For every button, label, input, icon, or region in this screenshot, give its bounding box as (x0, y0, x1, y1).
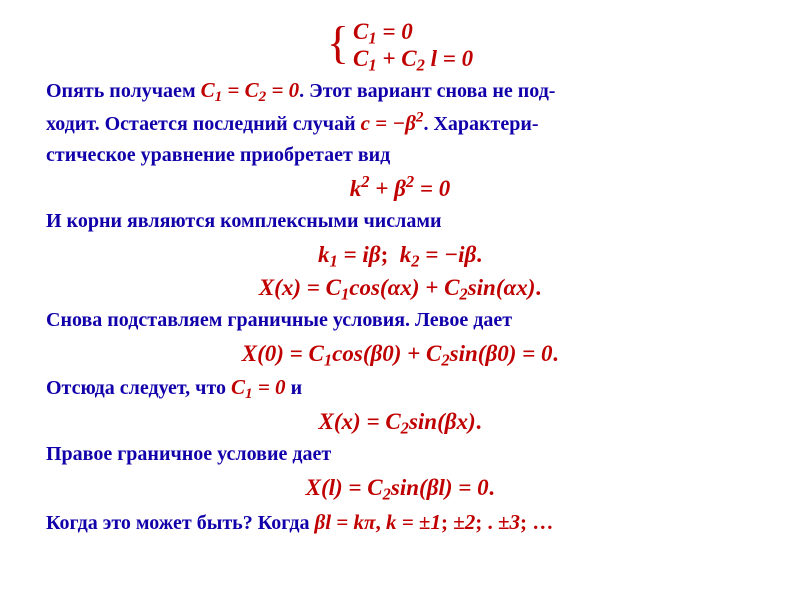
paragraph-3: стическое уравнение приобретает вид (46, 140, 754, 171)
equation: βl = kπ, k = ±1; ±2; . ±3; … (314, 510, 553, 534)
paragraph-7: Правое граничное условие дает (46, 439, 754, 470)
paragraph-2: ходит. Остается последний случай c = −β2… (46, 107, 754, 140)
equation: C1 = 0 (231, 375, 286, 399)
text: стическое уравнение приобретает вид (46, 144, 390, 166)
left-brace-icon: { (327, 20, 349, 66)
equation: C1 = C2 = 0 (201, 78, 300, 102)
text: Снова подставляем граничные условия. Лев… (46, 309, 512, 331)
math-document: { C1 = 0 C1 + C2 l = 0 Опять получаем C1… (0, 0, 800, 600)
paragraph-1: Опять получаем C1 = C2 = 0. Этот вариант… (46, 74, 754, 107)
text: ходит. Остается последний случай (46, 113, 361, 135)
text: и (286, 377, 303, 399)
text: Когда это может быть? Когда (46, 512, 314, 534)
equation-XC2: X(x) = C2sin(βx). (46, 406, 754, 437)
equation-X0: X(0) = C1cos(β0) + C2sin(β0) = 0. (46, 338, 754, 369)
equation-Xgeneral: X(x) = C1cos(αx) + C2sin(αx). (46, 272, 754, 303)
paragraph-8: Когда это может быть? Когда βl = kπ, k =… (46, 506, 754, 539)
text: Опять получаем (46, 80, 201, 102)
paragraph-5: Снова подставляем граничные условия. Лев… (46, 305, 754, 336)
equation-Xl: X(l) = C2sin(βl) = 0. (46, 472, 754, 503)
paragraph-6: Отсюда следует, что C1 = 0 и (46, 371, 754, 404)
equation: c = −β2 (361, 111, 424, 135)
paragraph-4: И корни являются комплексными числами (46, 206, 754, 237)
equation-characteristic: k2 + β2 = 0 (46, 173, 754, 204)
equation-system: { C1 = 0 C1 + C2 l = 0 (46, 18, 754, 72)
text: . Характери- (423, 113, 538, 135)
text: И корни являются комплексными числами (46, 210, 442, 232)
text: Отсюда следует, что (46, 377, 231, 399)
text: Правое граничное условие дает (46, 443, 331, 465)
equation-roots: k1 = iβ; k2 = −iβ. (46, 239, 754, 270)
text: Этот вариант снова не под- (304, 80, 555, 102)
